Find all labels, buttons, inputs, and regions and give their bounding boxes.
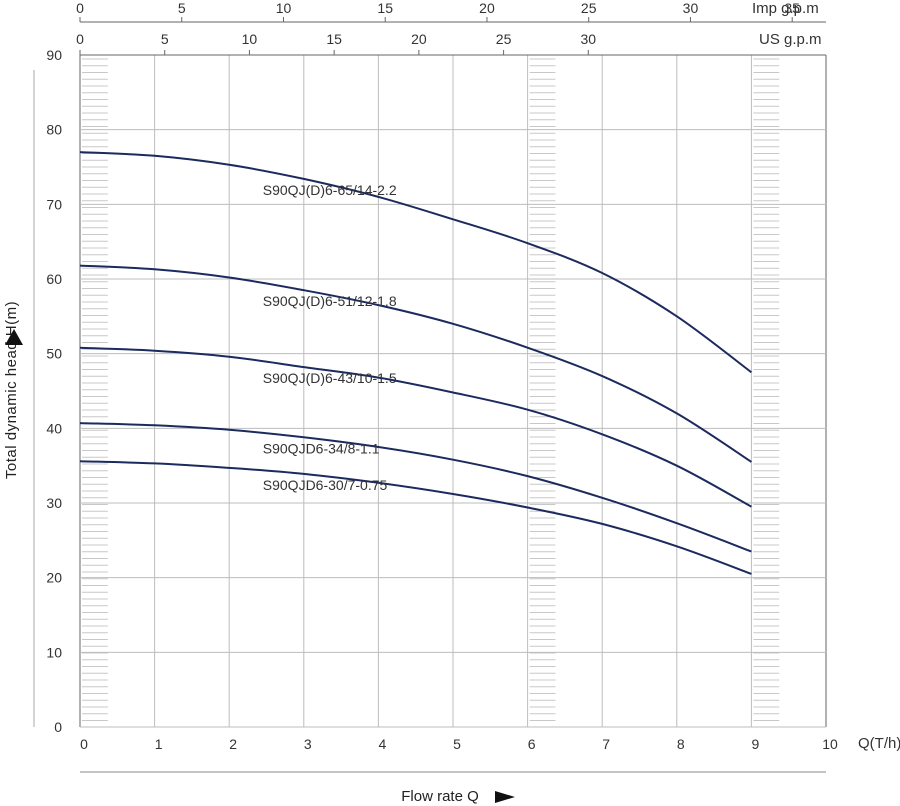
x-axis-arrow-icon xyxy=(495,791,515,803)
y-axis-arrow-icon xyxy=(5,329,23,345)
x-tick-label: 4 xyxy=(379,736,387,752)
x-tick-label: 10 xyxy=(822,736,838,752)
y-tick-label: 70 xyxy=(46,196,62,212)
x-tick-label: 5 xyxy=(453,736,461,752)
imp-gpm-tick-label: 5 xyxy=(178,0,186,16)
imp-gpm-tick-label: 25 xyxy=(581,0,597,16)
us-gpm-tick-label: 5 xyxy=(161,31,169,47)
y-tick-label: 40 xyxy=(46,420,62,436)
imp-gpm-tick-label: 10 xyxy=(276,0,292,16)
x-tick-label: 2 xyxy=(229,736,237,752)
series-line xyxy=(79,264,752,463)
x-tick-label: 8 xyxy=(677,736,685,752)
y-tick-label: 50 xyxy=(46,346,62,362)
x-axis-title: Flow rate Q xyxy=(401,788,479,805)
y-tick-label: 60 xyxy=(46,271,62,287)
x-tick-label: 6 xyxy=(528,736,536,752)
y-axis-title: Total dynamic head H(m) xyxy=(3,301,20,479)
series-label: S90QJ(D)6-65/14-2.2 xyxy=(263,182,397,198)
series-line xyxy=(79,460,752,575)
series-label: S90QJ(D)6-51/12-1.8 xyxy=(263,293,397,309)
curves xyxy=(79,151,753,575)
us-gpm-tick-label: 15 xyxy=(326,31,342,47)
imp-gpm-tick-label: 35 xyxy=(784,0,800,16)
imp-gpm-tick-label: 30 xyxy=(683,0,699,16)
x-tick-label: 7 xyxy=(602,736,610,752)
us-gpm-tick-label: 0 xyxy=(76,31,84,47)
x-tick-label: 0 xyxy=(80,736,88,752)
imp-gpm-tick-label: 0 xyxy=(76,0,84,16)
series-line xyxy=(79,346,752,508)
curve-labels: S90QJ(D)6-65/14-2.2 S90QJ(D)6-51/12-1.8 S9… xyxy=(263,182,397,493)
series-label: S90QJD6-30/7-0.75 xyxy=(263,477,388,493)
series-label: S90QJD6-34/8-1.1 xyxy=(263,440,380,456)
x-tick-label: 9 xyxy=(752,736,760,752)
y-tick-label: 30 xyxy=(46,495,62,511)
us-gpm-tick-label: 25 xyxy=(496,31,512,47)
y-tick-label: 90 xyxy=(46,47,62,63)
y-tick-label: 20 xyxy=(46,570,62,586)
us-gpm-tick-label: 20 xyxy=(411,31,427,47)
y-tick-label: 0 xyxy=(54,719,62,735)
imp-gpm-unit-label: Imp g.p.m xyxy=(752,0,819,17)
series-label: S90QJ(D)6-43/10-1.5 xyxy=(263,370,397,386)
x-tick-label: 1 xyxy=(155,736,163,752)
series-line xyxy=(79,422,752,553)
us-gpm-tick-label: 10 xyxy=(242,31,258,47)
imp-gpm-tick-label: 15 xyxy=(377,0,393,16)
us-gpm-tick-label: 30 xyxy=(581,31,597,47)
y-tick-label: 80 xyxy=(46,122,62,138)
y-tick-label: 10 xyxy=(46,644,62,660)
series-line xyxy=(79,151,753,374)
x-tick-label: 3 xyxy=(304,736,312,752)
imp-gpm-tick-label: 20 xyxy=(479,0,495,16)
hatch-bands xyxy=(82,58,780,721)
us-gpm-unit-label: US g.p.m xyxy=(759,31,822,48)
x-unit-label: Q(T/h) xyxy=(858,735,900,752)
grid xyxy=(79,54,827,728)
